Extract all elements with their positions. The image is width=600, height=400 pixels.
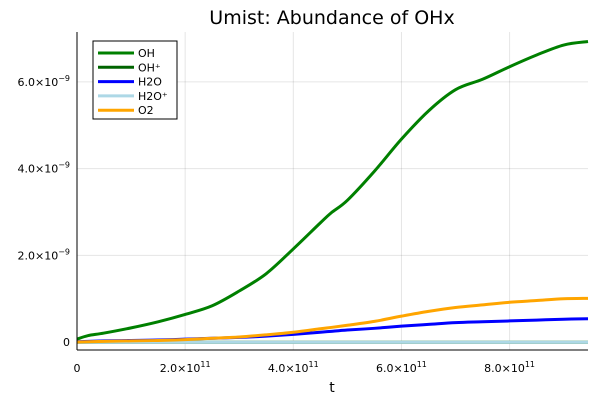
legend-label-oh: OH — [138, 47, 155, 60]
x-tick-label: 6.0×1011 — [376, 360, 427, 375]
legend-label-oh-plus: OH⁺ — [138, 61, 161, 74]
series-layer — [76, 40, 589, 344]
x-tick-exponent: 11 — [309, 360, 319, 369]
y-tick-exponent: −9 — [58, 74, 70, 83]
axes — [76, 32, 588, 351]
y-tick-label: 2.0×10−9 — [17, 247, 70, 262]
x-tick-label: 4.0×1011 — [268, 360, 319, 375]
legend-label-h2o: H2O — [138, 76, 162, 89]
y-tick-exponent: −9 — [58, 161, 70, 170]
chart-title: Umist: Abundance of OHx — [209, 7, 454, 29]
legend-label-h2o-plus: H2O⁺ — [138, 90, 168, 103]
y-tick-label: 6.0×10−9 — [17, 74, 70, 89]
x-tick-exponent: 11 — [417, 360, 427, 369]
x-tick-label: 0 — [74, 362, 81, 375]
x-tick-exponent: 11 — [200, 360, 210, 369]
x-tick-label: 8.0×1011 — [484, 360, 535, 375]
x-axis-label: t — [329, 380, 335, 396]
series-line-oh — [76, 40, 589, 341]
x-tick-exponent: 11 — [525, 360, 535, 369]
y-tick-exponent: −9 — [58, 247, 70, 256]
series-line-o2 — [76, 296, 589, 344]
legend-label-o2: O2 — [138, 104, 154, 117]
y-tick-label: 4.0×10−9 — [17, 161, 70, 176]
tick-labels: 0 2.0×1011 4.0×1011 6.0×1011 8.0×1011 0 2.0×10… — [17, 74, 535, 375]
x-tick-label: 2.0×1011 — [160, 360, 211, 375]
y-tick-label: 0 — [63, 336, 70, 349]
